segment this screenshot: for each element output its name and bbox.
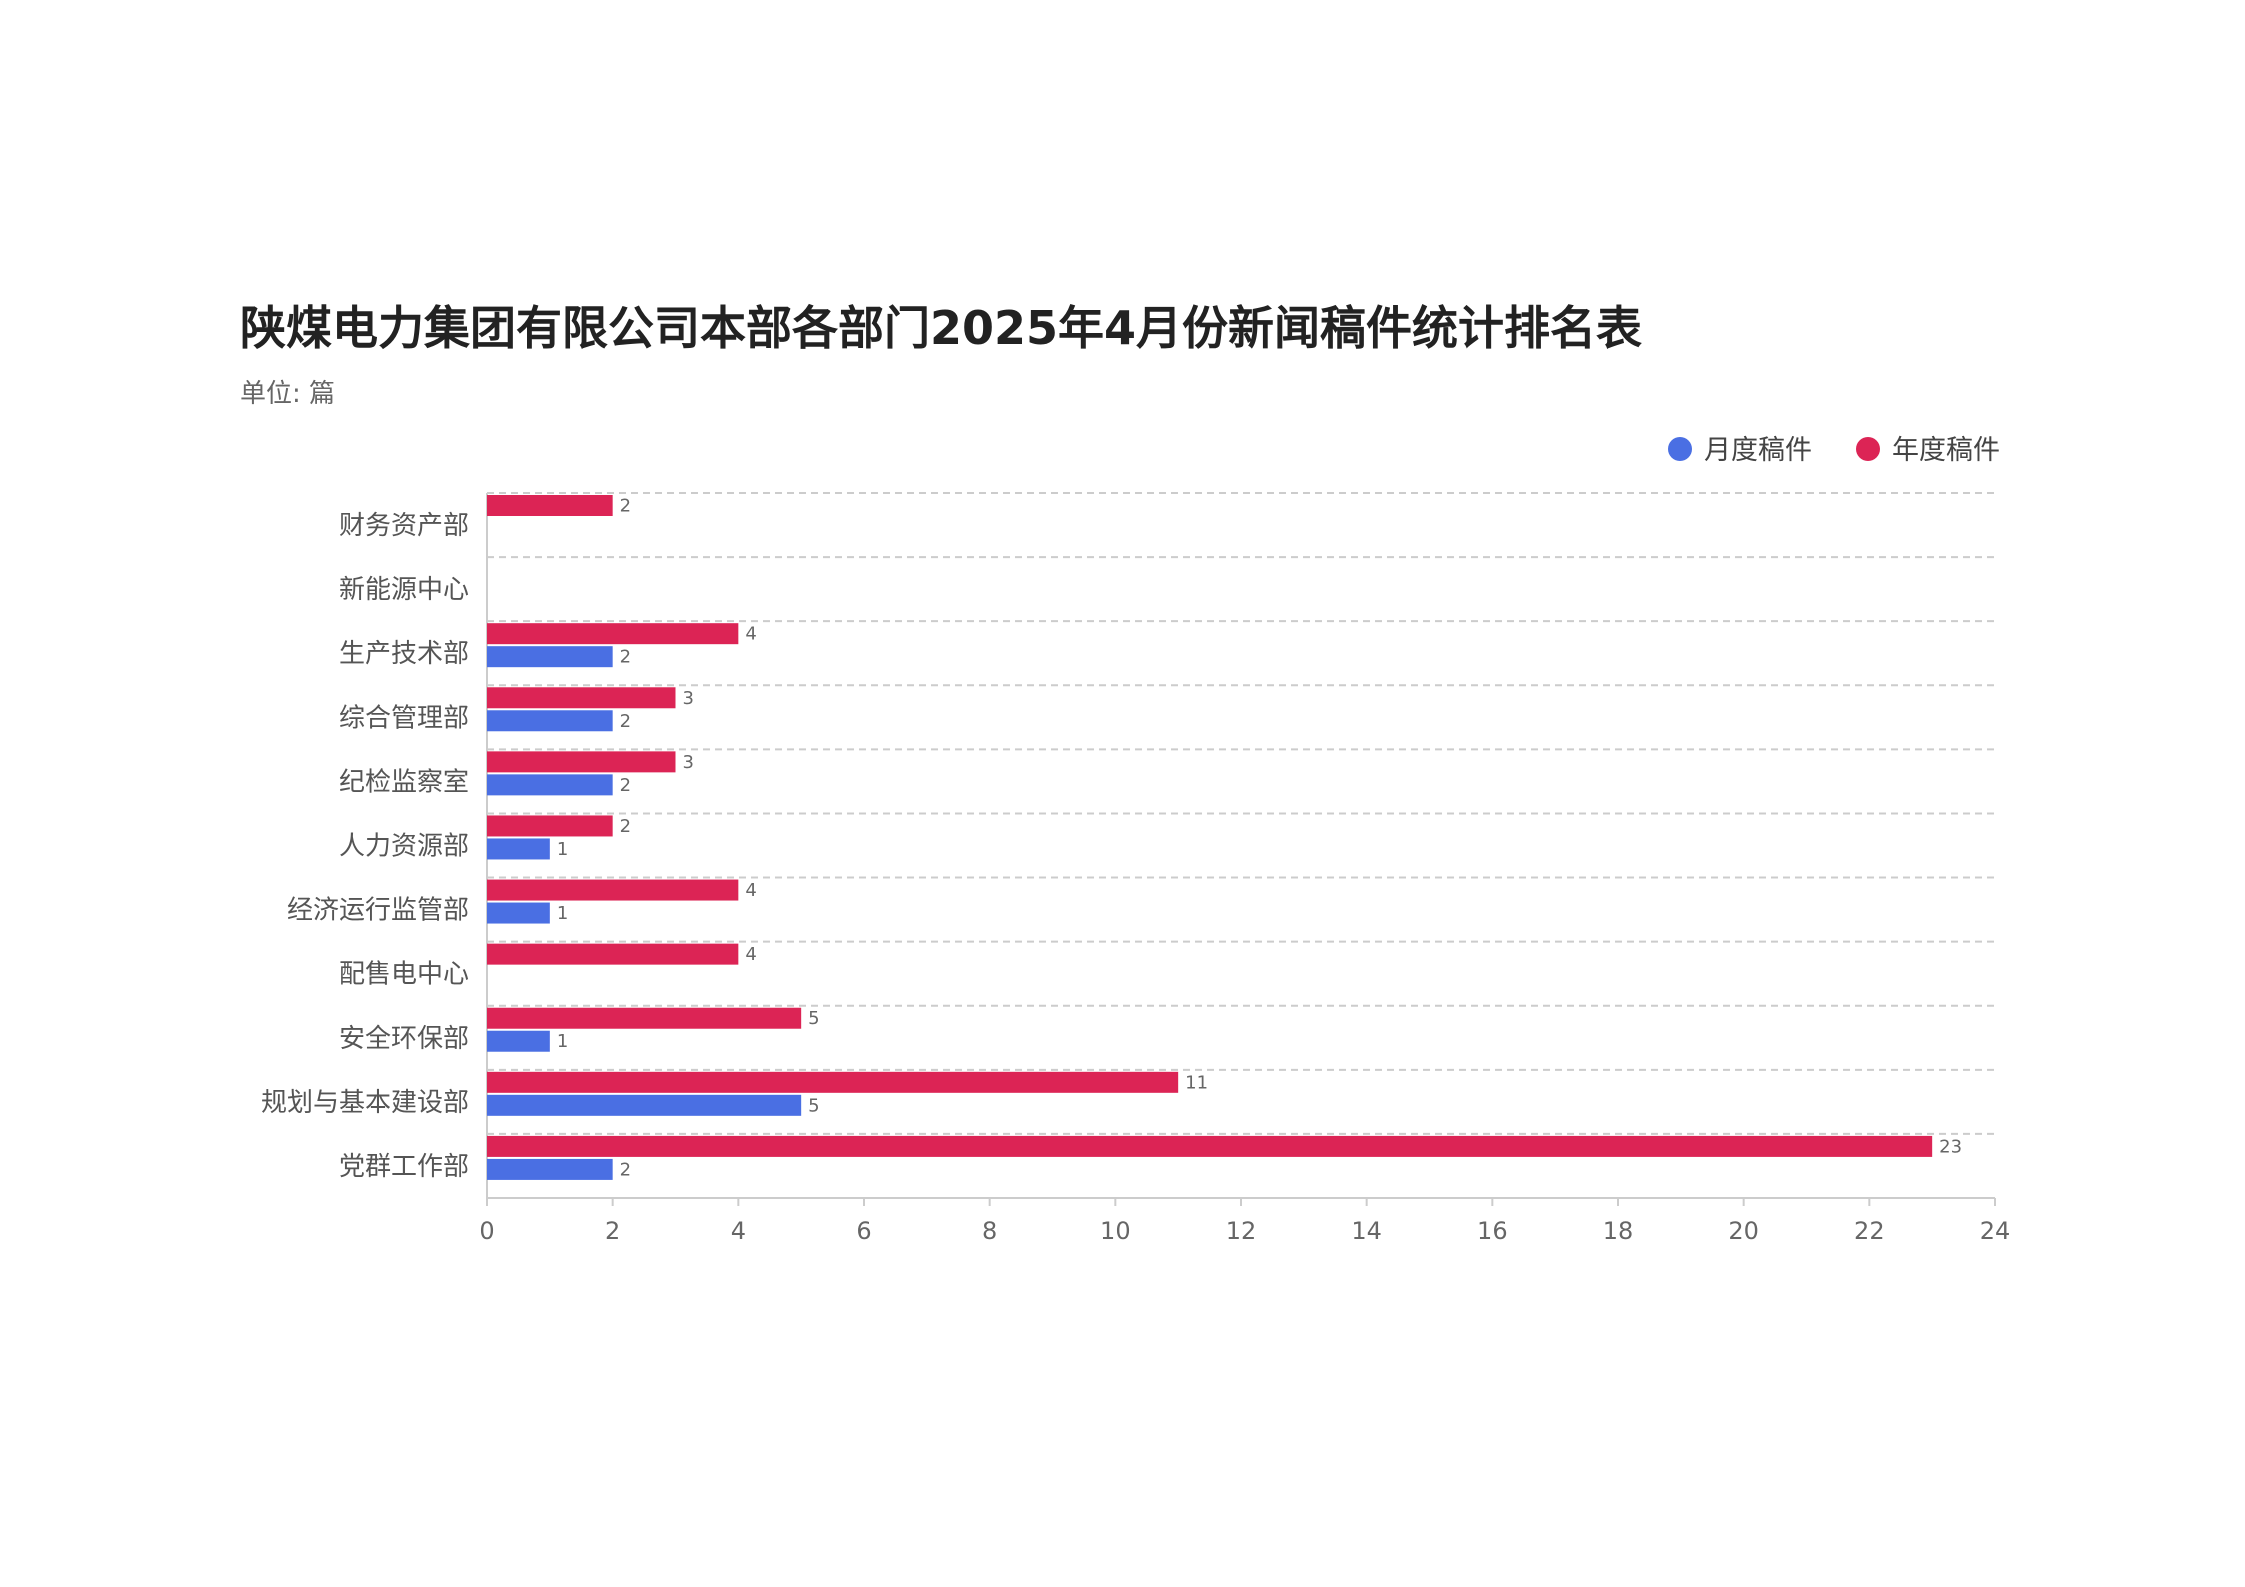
data-label: 2 — [620, 1159, 631, 1180]
category-label: 安全环保部 — [339, 1024, 469, 1054]
chart-title: 陕煤电力集团有限公司本部各部门2025年4月份新闻稿件统计排名表 — [240, 301, 1643, 355]
data-label: 2 — [620, 496, 631, 517]
data-label: 3 — [683, 688, 694, 709]
legend-marker — [1668, 437, 1692, 461]
legend-marker — [1856, 437, 1880, 461]
category-label: 人力资源部 — [339, 832, 469, 862]
data-label: 11 — [1185, 1072, 1208, 1093]
x-tick-label: 4 — [731, 1217, 746, 1245]
data-label: 2 — [620, 647, 631, 668]
data-label: 5 — [808, 1008, 819, 1029]
data-label: 2 — [620, 711, 631, 732]
x-tick-label: 10 — [1100, 1217, 1131, 1245]
x-tick-label: 16 — [1477, 1217, 1508, 1245]
annual-bar[interactable] — [487, 687, 676, 709]
data-label: 1 — [557, 839, 568, 860]
data-label: 2 — [620, 816, 631, 837]
data-label: 3 — [683, 752, 694, 773]
x-tick-label: 12 — [1226, 1217, 1257, 1245]
annual-bar[interactable] — [487, 1007, 802, 1029]
annual-bar[interactable] — [487, 495, 613, 516]
category-label: 配售电中心 — [339, 960, 469, 990]
annual-bar[interactable] — [487, 623, 739, 645]
data-label: 4 — [745, 944, 756, 965]
data-label: 23 — [1939, 1136, 1962, 1157]
data-label: 1 — [557, 1031, 568, 1052]
monthly-bar[interactable] — [487, 1158, 613, 1180]
monthly-bar[interactable] — [487, 774, 613, 796]
annual-bar[interactable] — [487, 943, 739, 965]
category-label: 党群工作部 — [339, 1152, 469, 1182]
x-tick-label: 24 — [1980, 1217, 2011, 1245]
data-label: 1 — [557, 903, 568, 924]
x-tick-label: 22 — [1854, 1217, 1885, 1245]
monthly-bar[interactable] — [487, 646, 613, 668]
legend-label: 年度稿件 — [1892, 435, 2000, 466]
annual-bar[interactable] — [487, 879, 739, 901]
category-label: 规划与基本建设部 — [261, 1088, 469, 1118]
data-label: 4 — [745, 880, 756, 901]
category-label: 生产技术部 — [339, 639, 469, 669]
annual-bar[interactable] — [487, 815, 613, 837]
monthly-bar[interactable] — [487, 1094, 802, 1116]
monthly-bar[interactable] — [487, 902, 550, 924]
x-tick-label: 8 — [982, 1217, 997, 1245]
x-tick-label: 18 — [1603, 1217, 1634, 1245]
monthly-bar[interactable] — [487, 1030, 550, 1052]
legend-label: 月度稿件 — [1704, 435, 1812, 466]
x-tick-label: 20 — [1728, 1217, 1759, 1245]
data-label: 5 — [808, 1095, 819, 1116]
x-tick-label: 2 — [605, 1217, 620, 1245]
x-tick-label: 6 — [856, 1217, 871, 1245]
x-tick-label: 14 — [1351, 1217, 1382, 1245]
data-label: 2 — [620, 775, 631, 796]
x-tick-label: 0 — [479, 1217, 494, 1245]
category-label: 综合管理部 — [339, 703, 469, 733]
category-label: 经济运行监管部 — [287, 896, 469, 926]
chart-subtitle: 单位: 篇 — [240, 379, 336, 409]
monthly-bar[interactable] — [487, 710, 613, 732]
annual-bar[interactable] — [487, 751, 676, 773]
annual-bar[interactable] — [487, 1071, 1179, 1093]
category-label: 新能源中心 — [339, 575, 469, 605]
data-label: 4 — [745, 624, 756, 645]
category-label: 财务资产部 — [339, 511, 469, 541]
annual-bar[interactable] — [487, 1135, 1933, 1157]
category-label: 纪检监察室 — [339, 767, 469, 797]
monthly-bar[interactable] — [487, 838, 550, 860]
